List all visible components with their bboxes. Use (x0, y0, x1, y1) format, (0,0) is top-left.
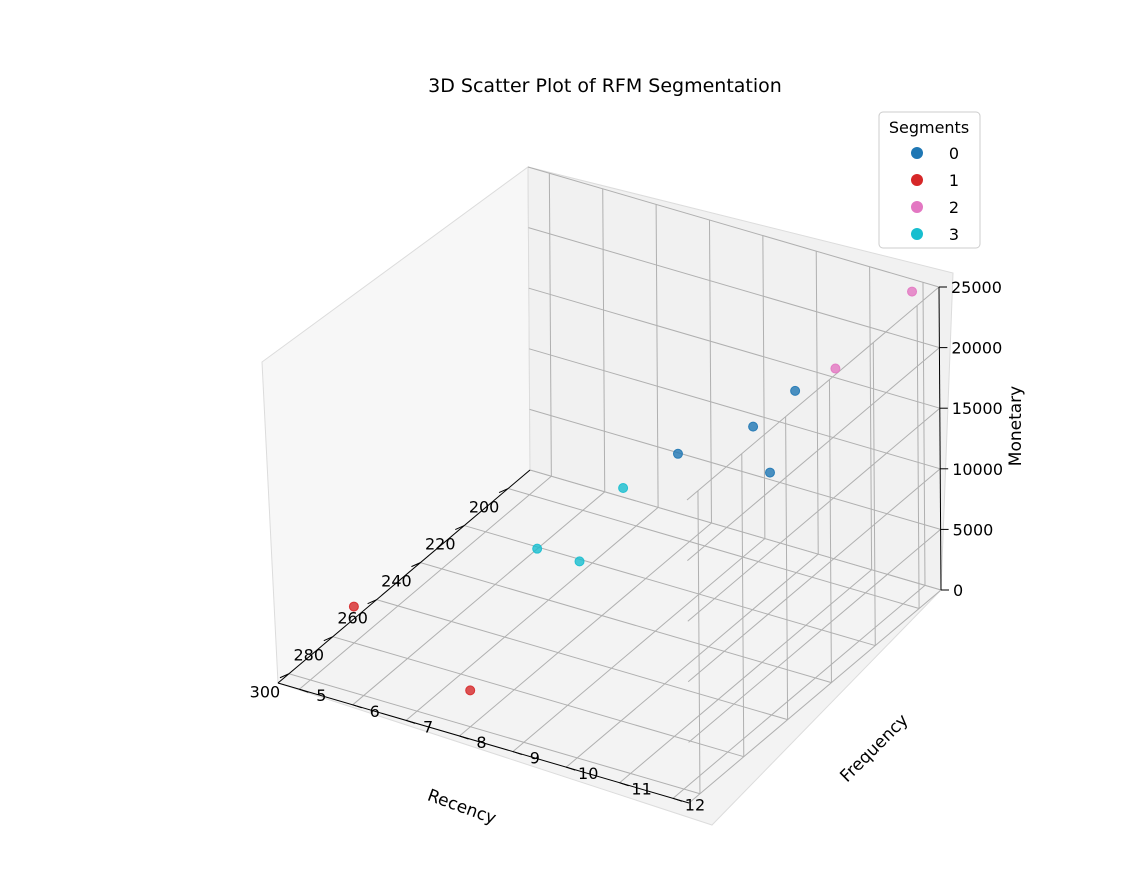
data-points (348, 286, 918, 696)
z-tick-label: 10000 (952, 460, 1003, 479)
legend-label-3: 3 (949, 225, 959, 244)
grid-line-z-left (687, 347, 940, 561)
grid-line-x-floor (464, 525, 876, 647)
z-tick-label: 25000 (951, 278, 1002, 297)
legend-marker-2 (911, 201, 923, 213)
y-tick-label: 12 (685, 795, 705, 814)
legend-marker-1 (911, 174, 923, 186)
grid-line-y-wall (922, 282, 926, 586)
legend-label-0: 0 (949, 144, 959, 163)
grid-line-y-floor (459, 522, 712, 737)
data-point-segment-0 (764, 467, 775, 478)
grid-line-y-wall (548, 173, 552, 477)
grid-line-y-wall (815, 251, 819, 555)
data-point-segment-3 (532, 543, 543, 554)
grid-line-z-left (686, 286, 940, 501)
data-point-segment-0 (672, 448, 683, 459)
data-point-segment-0 (748, 421, 759, 432)
data-point-segment-0 (790, 385, 801, 396)
grid-line-x-floor (332, 636, 744, 758)
grid-line-x-floor (507, 488, 920, 610)
grid-line-y-floor (619, 569, 872, 784)
grid-line-y-wall (708, 219, 712, 523)
z-tick-label: 15000 (952, 399, 1003, 418)
grid-line-x-wall (741, 453, 745, 757)
grid-line-y-wall (655, 204, 659, 508)
z-tick-label: 5000 (953, 520, 994, 539)
x-tick-label: 300 (250, 683, 281, 702)
legend-box (878, 111, 981, 249)
grid-line-z-right (529, 348, 941, 470)
data-point-segment-2 (907, 286, 918, 297)
x-axis-label: Recency (425, 786, 499, 829)
grid-line-y-floor (512, 538, 766, 752)
axes: 2002202402602803005678910111205000100001… (250, 278, 1003, 814)
grid-line-z-left (688, 529, 941, 743)
grid-line-z-right (528, 287, 940, 409)
grid-line-z-right (528, 227, 940, 349)
grid-line-x-wall (697, 490, 701, 794)
grid-line-z-left (688, 589, 942, 804)
grid-line-y-wall (869, 266, 873, 570)
x-axis-line (277, 469, 531, 684)
data-point-segment-3 (574, 556, 585, 567)
legend: Segments 0 1 2 3 (878, 111, 981, 249)
grid-line-x-wall (916, 305, 920, 609)
legend-title: Segments (889, 118, 969, 137)
grid-line-y-floor (565, 553, 819, 768)
z-tick-label: 20000 (951, 339, 1002, 358)
grid-line-z-right (529, 469, 942, 591)
grid-line-y-floor (405, 507, 659, 721)
grid-line-z-right (527, 166, 940, 288)
data-point-segment-2 (830, 363, 841, 374)
y-axis-label: Frequency (836, 710, 912, 786)
data-point-segment-1 (348, 601, 359, 612)
chart-title: 3D Scatter Plot of RFM Segmentation (428, 75, 782, 97)
grid-line-z-left (687, 468, 941, 683)
grid-line-x-floor (420, 562, 832, 684)
grid-line-y-floor (352, 491, 606, 706)
y-axis-line (277, 682, 690, 804)
legend-marker-0 (911, 147, 923, 159)
grid-line-x-floor (288, 673, 701, 795)
grid-line-y-wall (602, 188, 606, 492)
legend-label-2: 2 (949, 198, 959, 217)
grid-line-x-wall (785, 416, 789, 720)
grid-line-x-wall (872, 342, 876, 646)
grid-line-x-floor (376, 599, 788, 721)
grid-line-z-right (529, 408, 941, 530)
grid-line-y-floor (672, 584, 926, 799)
data-point-segment-1 (465, 685, 476, 696)
grid-line-x-wall (828, 379, 832, 683)
legend-marker-3 (911, 228, 923, 240)
z-axis-label: Monetary (1006, 386, 1026, 466)
z-axis-line (938, 286, 942, 591)
z-tick-label: 0 (953, 581, 963, 600)
grid-lines (288, 166, 942, 804)
data-point-segment-3 (618, 482, 629, 493)
grid-line-y-wall (762, 235, 766, 539)
legend-label-1: 1 (949, 171, 959, 190)
grid-line-z-left (687, 407, 941, 622)
grid-line-y-floor (299, 475, 552, 690)
